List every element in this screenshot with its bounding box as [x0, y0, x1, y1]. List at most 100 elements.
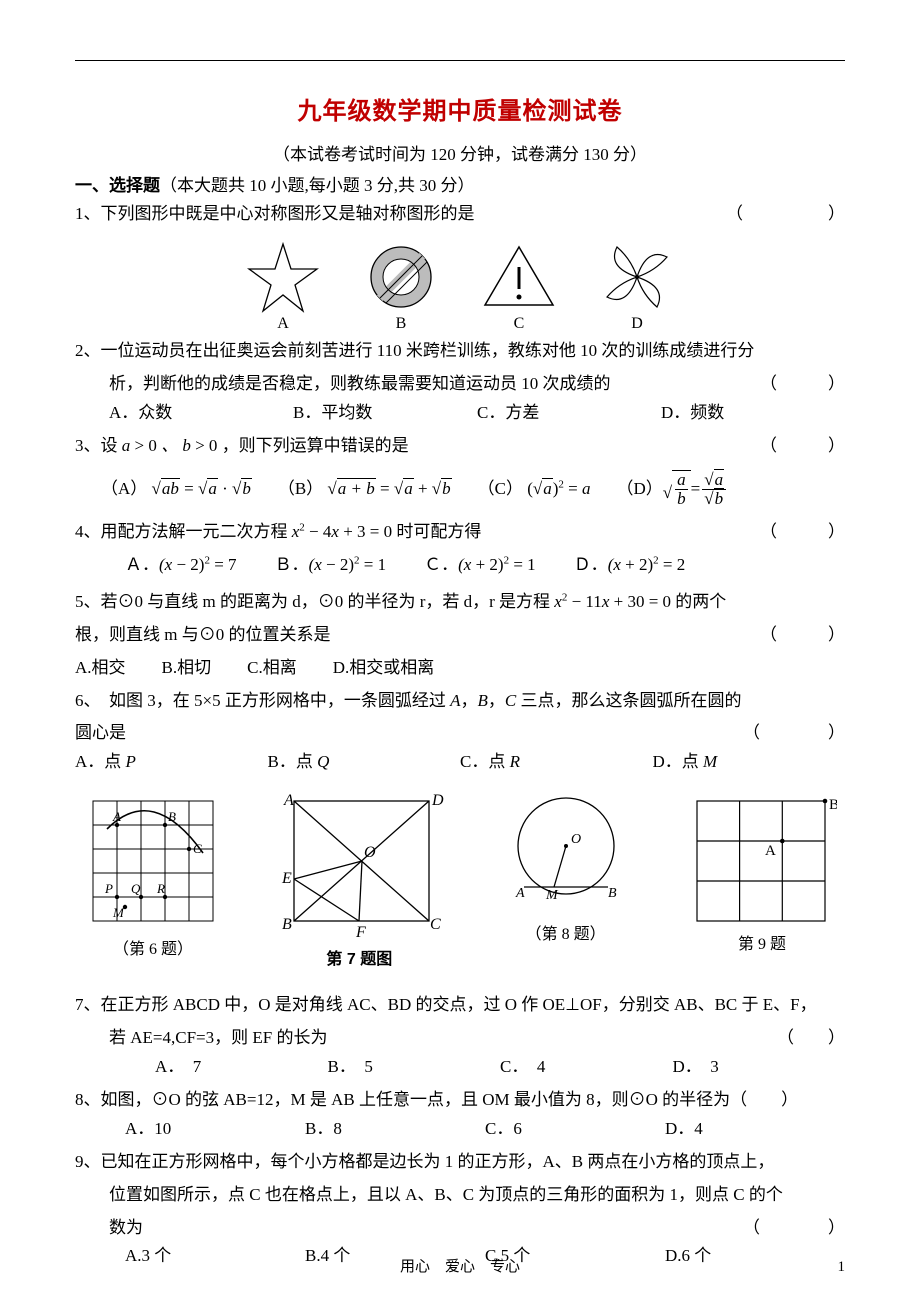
svg-text:Q: Q — [131, 881, 141, 896]
pinwheel-icon — [597, 239, 677, 315]
q9-line3: 数为 — [109, 1218, 143, 1237]
q2-opt-D: D．频数 — [661, 399, 845, 428]
q2-opts: A．众数 B．平均数 C．方差 D．频数 — [75, 399, 845, 428]
svg-text:M: M — [545, 888, 559, 903]
q7-line2: 若 AE=4,CF=3，则 EF 的长为 — [109, 1028, 327, 1047]
q6-abc: A — [450, 691, 460, 710]
svg-text:A: A — [765, 843, 776, 859]
mid-figures: A B C P Q R M （第 6 题） — [75, 791, 845, 969]
svg-text:A: A — [112, 809, 121, 824]
question-6: 6、 如图 3，在 5×5 正方形网格中，一条圆弧经过 A，B，C 三点，那么这… — [75, 687, 845, 716]
fig-9-svg: A B — [687, 791, 837, 926]
fig-8-caption: （第 8 题） — [496, 920, 636, 944]
q6-opt-B-var: Q — [317, 752, 329, 771]
fig-7: A D B C E O F 第 7 题图 — [274, 791, 444, 969]
q4-opts: Ａ．(x − 2)2 = 7 Ｂ．(x − 2)2 = 1 Ｃ．(x + 2)2… — [75, 551, 845, 580]
svg-text:A: A — [515, 886, 525, 901]
q3-opt-A: （A） √ab = √a · √b — [101, 475, 252, 504]
q1-fig-D: D — [597, 239, 677, 333]
svg-text:R: R — [156, 881, 165, 896]
q7-opt-B: B． 5 — [328, 1053, 501, 1082]
q6-opt-C-var: R — [510, 752, 520, 771]
q5-opt-A: A.相交 — [75, 654, 126, 683]
svg-text:P: P — [104, 881, 113, 896]
q3-cond: a > 0 、 b > 0 — [122, 436, 222, 455]
q5-line1: 5、若⊙0 与直线 m 的距离为 d，⊙0 的半径为 r，若 d，r 是方程 — [75, 592, 550, 611]
q9-line1: 9、已知在正方形网格中，每个小方格都是边长为 1 的正方形，A、B 两点在小方格… — [75, 1152, 774, 1171]
svg-text:O: O — [364, 844, 376, 861]
q6-opt-C-label: C．点 — [460, 752, 505, 771]
svg-text:O: O — [571, 832, 581, 847]
section-1-heading: 一、选择题（本大题共 10 小题,每小题 3 分,共 30 分） — [75, 171, 845, 196]
svg-text:C: C — [430, 916, 441, 933]
fig-6-svg: A B C P Q R M — [83, 791, 223, 931]
q4-opt-C: Ｃ．(x + 2)2 = 1 — [424, 551, 536, 580]
q2-line2-wrap: 析，判断他的成绩是否稳定，则教练最需要知道运动员 10 次成绩的 （ ） — [75, 370, 845, 399]
q4-opt-A: Ａ．(x − 2)2 = 7 — [125, 551, 237, 580]
q4-stem-b: 时可配方得 — [396, 522, 481, 541]
q8-opt-D: D．4 — [665, 1115, 845, 1144]
page: 九年级数学期中质量检测试卷 （本试卷考试时间为 120 分钟，试卷满分 130 … — [0, 0, 920, 1302]
fig-8: O A M B （第 8 题） — [496, 791, 636, 944]
fig-9-caption: 第 9 题 — [687, 930, 837, 954]
svg-text:C: C — [193, 841, 202, 856]
q5-eq: x2 − 11x + 30 = 0 — [554, 592, 675, 611]
q8-opt-B: B．8 — [305, 1115, 485, 1144]
question-8: 8、如图，⊙O 的弦 AB=12，M 是 AB 上任意一点，且 OM 最小值为 … — [75, 1086, 845, 1115]
q1-label-D: D — [597, 315, 677, 333]
q1-label-A: A — [243, 315, 323, 333]
q8-opt-C: C．6 — [485, 1115, 665, 1144]
q3-opt-C-label: （C） — [478, 479, 523, 498]
page-number: 1 — [838, 1259, 846, 1276]
q3-stem-b: ，则下列运算中错误的是 — [222, 436, 409, 455]
svg-text:B: B — [168, 809, 176, 824]
q4-stem-a: 4、用配方法解一元二次方程 — [75, 522, 288, 541]
svg-text:B: B — [608, 886, 617, 901]
q9-blank: （ ） — [743, 1214, 845, 1243]
question-1: 1、下列图形中既是中心对称图形又是轴对称图形的是 （ ） — [75, 200, 845, 229]
q5-opts: A.相交 B.相切 C.相离 D.相交或相离 — [75, 654, 845, 683]
q4-opt-C-label: Ｃ． — [424, 555, 458, 574]
star-icon — [243, 239, 323, 315]
q3-opt-B: （B） √a + b = √a + √b — [278, 475, 452, 504]
question-4: 4、用配方法解一元二次方程 x2 − 4x + 3 = 0 时可配方得 （ ） — [75, 518, 845, 547]
q2-line2: 析，判断他的成绩是否稳定，则教练最需要知道运动员 10 次成绩的 — [109, 374, 611, 393]
q6-line1a: 6、 如图 3，在 5×5 正方形网格中，一条圆弧经过 — [75, 691, 446, 710]
q5-line2-wrap: 根，则直线 m 与⊙0 的位置关系是 （ ） — [75, 621, 845, 650]
q3-opt-B-label: （B） — [278, 479, 323, 498]
question-9: 9、已知在正方形网格中，每个小方格都是边长为 1 的正方形，A、B 两点在小方格… — [75, 1148, 845, 1177]
q6-line2: 圆心是 — [75, 723, 126, 742]
q6-opt-A: A．点 P — [75, 748, 268, 777]
q3-opt-C: （C） (√a)2 = a — [478, 475, 591, 504]
q4-opt-A-label: Ａ． — [125, 555, 159, 574]
q7-line1: 7、在正方形 ABCD 中，O 是对角线 AC、BD 的交点，过 O 作 OE⊥… — [75, 995, 817, 1014]
q6-line1b: 三点，那么这条圆弧所在圆的 — [520, 691, 741, 710]
q1-figures: A B C — [75, 239, 845, 333]
q5-blank: （ ） — [760, 621, 845, 650]
fig-7-caption: 第 7 题图 — [274, 945, 444, 969]
q7-opts: A． 7 B． 5 C． 4 D． 3 — [75, 1053, 845, 1082]
q9-line3-wrap: 数为 （ ） — [75, 1214, 845, 1243]
fig-9: A B 第 9 题 — [687, 791, 837, 954]
svg-text:B: B — [829, 797, 837, 813]
q2-opt-B: B．平均数 — [293, 399, 477, 428]
q1-stem: 1、下列图形中既是中心对称图形又是轴对称图形的是 — [75, 204, 475, 223]
q7-opt-C: C． 4 — [500, 1053, 673, 1082]
q6-opt-D-label: D．点 — [653, 752, 699, 771]
q4-opt-B: Ｂ．(x − 2)2 = 1 — [275, 551, 387, 580]
q3-stem-a: 3、设 — [75, 436, 118, 455]
question-3: 3、设 a > 0 、 b > 0 ，则下列运算中错误的是 （ ） — [75, 432, 845, 461]
q2-opt-A: A．众数 — [109, 399, 293, 428]
fig-8-svg: O A M B — [496, 791, 636, 916]
q6-line2-wrap: 圆心是 （ ） — [75, 719, 845, 748]
q6-opt-D: D．点 M — [653, 748, 846, 777]
q6-opt-B: B．点 Q — [268, 748, 461, 777]
q5-tail1: 的两个 — [675, 592, 726, 611]
q3-opt-D-label: （D） — [617, 475, 663, 504]
fig-6: A B C P Q R M （第 6 题） — [83, 791, 223, 959]
q8-opts: A．10 B．8 C．6 D．4 — [75, 1115, 845, 1144]
q2-opt-C: C．方差 — [477, 399, 661, 428]
q9-line2-wrap: 位置如图所示，点 C 也在格点上，且以 A、B、C 为顶点的三角形的面积为 1，… — [75, 1181, 845, 1210]
q2-line1: 2、一位运动员在出征奥运会前刻苦进行 110 米跨栏训练，教练对他 10 次的训… — [75, 341, 754, 360]
warning-triangle-icon — [479, 239, 559, 315]
